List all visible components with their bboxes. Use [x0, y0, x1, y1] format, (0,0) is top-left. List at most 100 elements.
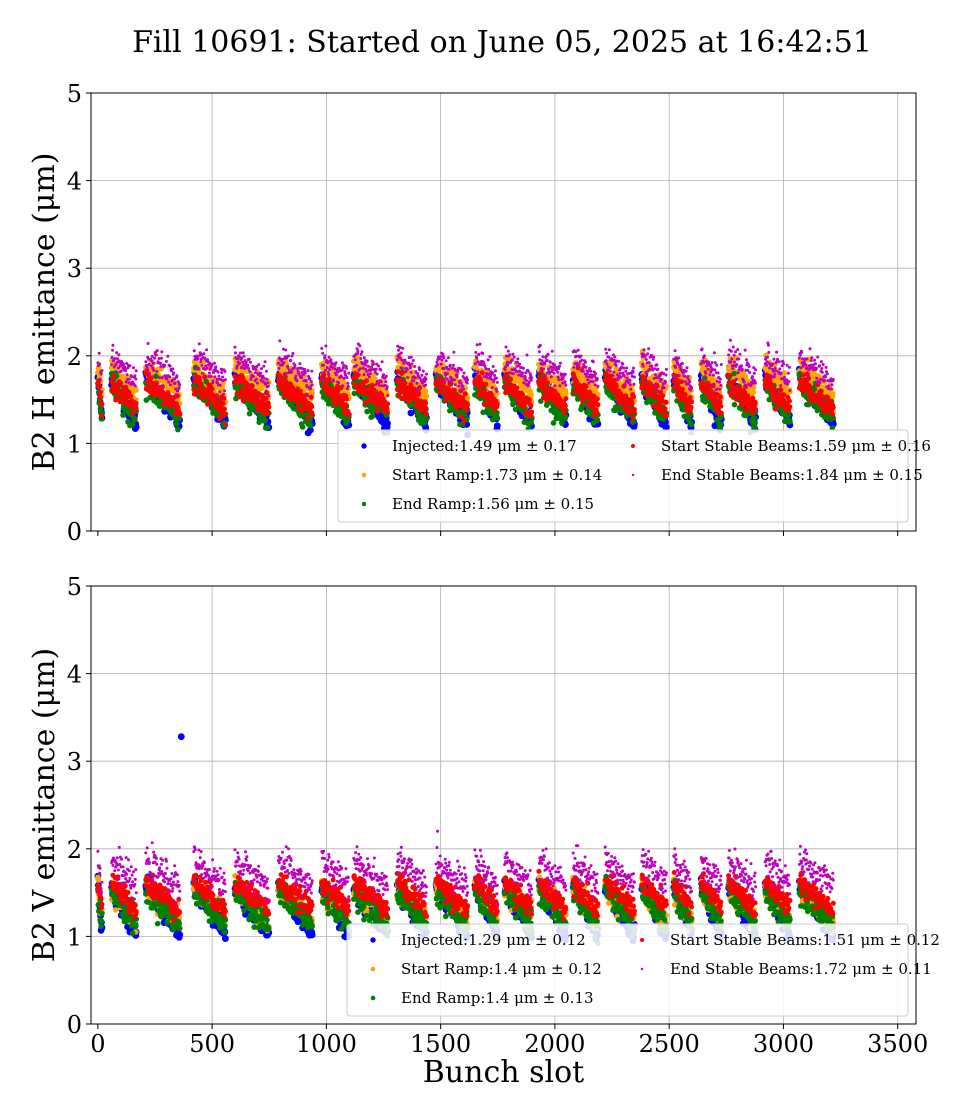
figure-title: Fill 10691: Started on June 05, 2025 at …: [132, 25, 872, 60]
data-point: [562, 410, 567, 416]
data-point: [130, 410, 136, 416]
data-point: [679, 379, 684, 385]
data-point: [129, 421, 136, 428]
data-point: [787, 404, 793, 410]
data-point: [309, 412, 315, 418]
data-point: [165, 390, 171, 396]
data-point: [153, 373, 159, 380]
data-point: [718, 403, 724, 409]
data-point: [423, 400, 429, 406]
data-point: [222, 411, 228, 417]
data-point: [346, 412, 352, 418]
data-point: [751, 415, 757, 421]
data-point: [613, 383, 619, 389]
data-point: [583, 384, 589, 389]
data-point: [98, 394, 104, 400]
data-point: [663, 413, 669, 419]
data-point: [175, 426, 181, 433]
data-point: [594, 396, 600, 402]
data-point: [830, 391, 836, 397]
data-point: [727, 373, 733, 379]
data-point: [718, 410, 724, 416]
data-point: [631, 407, 637, 412]
data-point: [262, 417, 268, 424]
data-point: [595, 402, 601, 408]
data-point: [563, 391, 569, 397]
data-point: [477, 385, 482, 391]
data-point: [308, 394, 314, 400]
data-point: [630, 415, 636, 421]
data-point: [220, 401, 226, 406]
data-point: [304, 415, 310, 421]
data-point: [96, 384, 102, 390]
data-point: [423, 393, 430, 399]
data-point: [99, 401, 105, 407]
data-point: [132, 400, 138, 406]
data-point: [384, 420, 391, 427]
data-point: [132, 416, 138, 423]
data-point: [629, 400, 635, 406]
data-point: [663, 399, 669, 405]
data-point: [461, 418, 467, 424]
data-point: [752, 399, 758, 405]
data-point: [717, 394, 723, 400]
data-point: [173, 421, 180, 427]
data-point: [819, 393, 825, 399]
data-point: [133, 406, 139, 412]
data-point: [631, 394, 636, 400]
data-point: [493, 422, 501, 430]
data-point: [344, 396, 349, 402]
data-point: [689, 399, 695, 405]
data-point: [265, 410, 271, 416]
data-point: [99, 413, 104, 419]
data-point: [309, 404, 315, 410]
data-point: [786, 398, 792, 404]
data-point: [623, 393, 629, 399]
data-point: [807, 384, 813, 390]
data-point: [369, 413, 376, 419]
data-point: [343, 402, 349, 408]
data-point: [514, 385, 520, 391]
data-point: [642, 375, 647, 381]
data-point: [718, 422, 724, 428]
data-point: [563, 396, 569, 402]
data-point: [113, 397, 119, 403]
data-point: [222, 406, 227, 412]
data-point: [679, 386, 685, 392]
data-point: [221, 396, 227, 401]
data-point: [128, 393, 134, 399]
data-point: [191, 386, 197, 392]
data-point: [266, 404, 272, 410]
data-point: [423, 405, 429, 411]
data-point: [402, 380, 408, 386]
data-point: [526, 397, 532, 403]
data-point: [385, 401, 391, 407]
data-point: [787, 418, 793, 425]
data-point: [594, 410, 600, 416]
data-point: [529, 409, 535, 415]
data-point: [508, 376, 514, 382]
data-point: [407, 409, 415, 417]
data-point: [451, 387, 457, 393]
data-point: [264, 424, 271, 431]
data-point: [663, 423, 670, 431]
data-point: [753, 407, 759, 412]
data-point: [745, 393, 751, 399]
data-point: [562, 403, 568, 409]
data-point: [781, 392, 787, 398]
data-point: [120, 412, 126, 418]
data-point: [494, 401, 500, 407]
data-point: [662, 406, 668, 412]
data-point: [220, 380, 226, 386]
data-point: [424, 411, 429, 417]
data-point: [299, 424, 306, 430]
data-point: [660, 393, 666, 399]
data-point: [111, 373, 117, 379]
data-point: [464, 407, 470, 413]
data-point: [384, 409, 390, 415]
data-point: [282, 374, 288, 380]
data-point: [133, 387, 139, 394]
data-point: [731, 401, 738, 408]
